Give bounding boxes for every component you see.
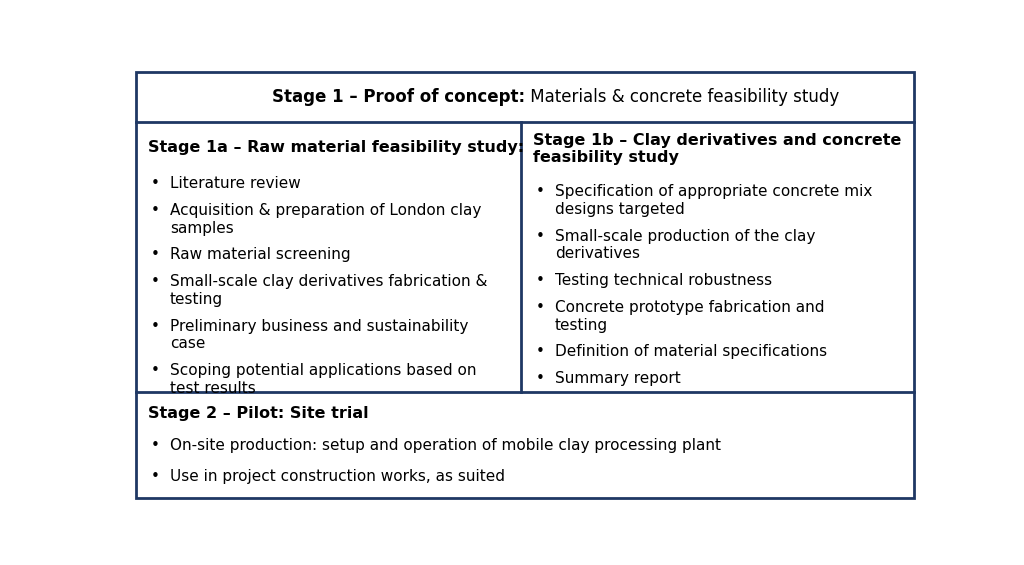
Text: Small-scale clay derivatives fabrication &
testing: Small-scale clay derivatives fabrication… <box>170 275 487 307</box>
Text: Acquisition & preparation of London clay
samples: Acquisition & preparation of London clay… <box>170 203 481 236</box>
Text: On-site production: setup and operation of mobile clay processing plant: On-site production: setup and operation … <box>170 437 721 453</box>
Text: Stage 1 – Proof of concept:: Stage 1 – Proof of concept: <box>271 88 524 106</box>
Text: •: • <box>536 371 545 386</box>
Text: Specification of appropriate concrete mix
designs targeted: Specification of appropriate concrete mi… <box>555 184 872 217</box>
Text: •: • <box>151 275 160 289</box>
Text: •: • <box>151 203 160 218</box>
Text: •: • <box>151 437 160 453</box>
Text: Preliminary business and sustainability
case: Preliminary business and sustainability … <box>170 319 468 351</box>
Text: Small-scale production of the clay
derivatives: Small-scale production of the clay deriv… <box>555 229 815 261</box>
Text: Concrete prototype fabrication and
testing: Concrete prototype fabrication and testi… <box>555 300 824 333</box>
Text: Stage 2 – Pilot: Site trial: Stage 2 – Pilot: Site trial <box>147 406 369 421</box>
Text: Summary report: Summary report <box>555 371 681 386</box>
Text: •: • <box>536 345 545 359</box>
Text: Scoping potential applications based on
test results: Scoping potential applications based on … <box>170 363 476 396</box>
Text: •: • <box>536 273 545 288</box>
Text: Definition of material specifications: Definition of material specifications <box>555 345 827 359</box>
Text: •: • <box>536 184 545 199</box>
Text: Testing technical robustness: Testing technical robustness <box>555 273 772 288</box>
Text: •: • <box>151 363 160 378</box>
FancyBboxPatch shape <box>136 72 913 498</box>
Text: •: • <box>536 229 545 244</box>
Text: •: • <box>536 300 545 315</box>
Text: Materials & concrete feasibility study: Materials & concrete feasibility study <box>524 88 839 106</box>
Text: •: • <box>151 319 160 334</box>
Text: •: • <box>151 176 160 191</box>
Text: Raw material screening: Raw material screening <box>170 247 350 263</box>
Text: Stage 1a – Raw material feasibility study:: Stage 1a – Raw material feasibility stud… <box>147 141 524 155</box>
Text: Use in project construction works, as suited: Use in project construction works, as su… <box>170 469 505 484</box>
Text: Literature review: Literature review <box>170 176 301 191</box>
Text: •: • <box>151 247 160 263</box>
Text: Stage 1b – Clay derivatives and concrete
feasibility study: Stage 1b – Clay derivatives and concrete… <box>532 133 901 166</box>
Text: •: • <box>151 469 160 484</box>
